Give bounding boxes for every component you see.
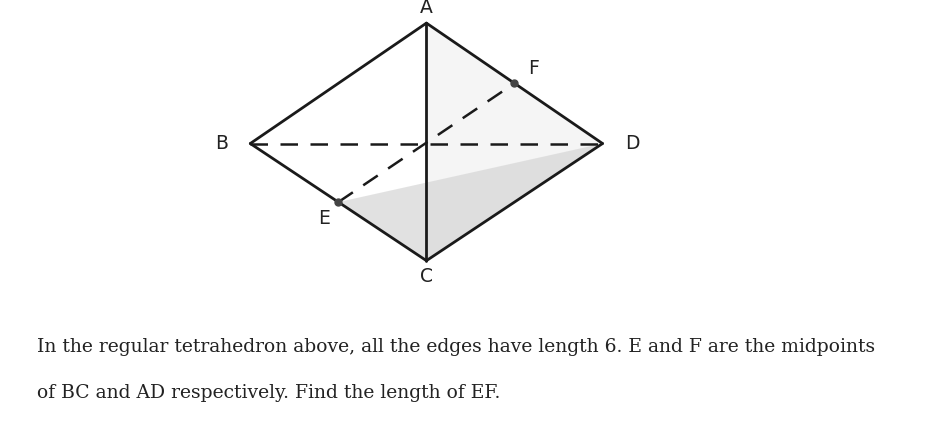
- Text: A: A: [420, 0, 433, 17]
- Text: C: C: [420, 266, 433, 286]
- Polygon shape: [426, 23, 603, 261]
- Text: B: B: [215, 134, 228, 153]
- Text: F: F: [528, 59, 540, 78]
- Text: In the regular tetrahedron above, all the edges have length 6. E and F are the m: In the regular tetrahedron above, all th…: [37, 338, 875, 356]
- Text: D: D: [625, 134, 640, 153]
- Text: E: E: [319, 209, 330, 228]
- Polygon shape: [338, 143, 603, 261]
- Text: of BC and AD respectively. Find the length of EF.: of BC and AD respectively. Find the leng…: [37, 385, 501, 402]
